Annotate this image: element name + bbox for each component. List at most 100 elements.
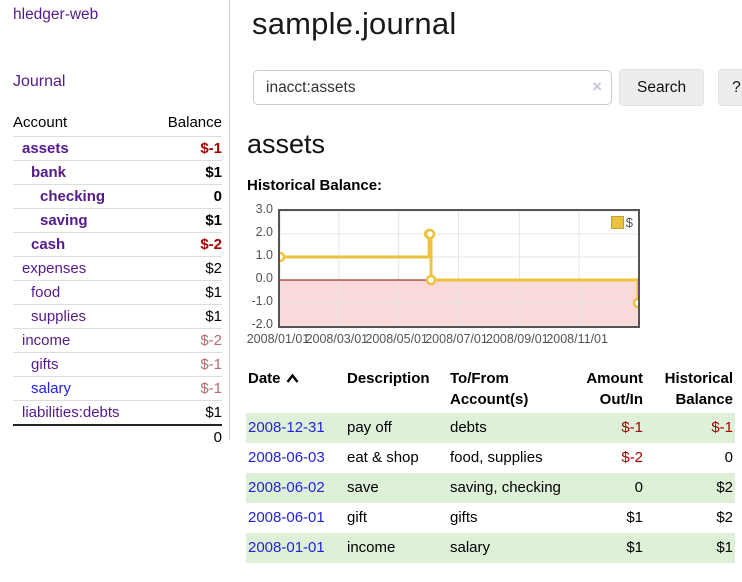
register-row: 2008-06-03 eat & shop food, supplies $-2 0 [246,443,735,473]
transaction-balance: $2 [716,479,733,496]
main-content: sample.journal × Search ? assets Histori… [246,0,742,563]
account-link[interactable]: saving [40,212,88,229]
sidebar: hledger-web Journal Account Balance asse… [0,0,230,449]
account-balance: $1 [151,304,222,329]
transaction-amount: $1 [626,509,643,526]
search-button[interactable]: Search [619,69,705,106]
accounts-total-value: 0 [151,424,222,449]
accounts-header-row: Account Balance [13,112,222,137]
register-row: 2008-01-01 income salary $1 $1 [246,533,735,563]
x-axis-tick-label: 2008/09/01 [486,332,549,346]
transaction-description: save [347,479,379,496]
account-row: cash $-2 [13,232,222,257]
register-header-amount: Amount Out/In [586,370,643,408]
register-header-row: Date Description To/From Account(s) Amou… [246,365,735,413]
y-axis-tick-label: 2.0 [255,225,273,239]
transaction-balance: 0 [724,449,733,466]
clear-search-icon[interactable]: × [592,77,602,96]
account-balance: $-1 [151,352,222,377]
journal-link[interactable]: Journal [13,73,66,90]
legend-swatch [610,216,624,229]
transaction-description: eat & shop [347,449,419,466]
balance-chart: $ 3.0 2.0 1.0 0.0 -1.0 -2.0 2008/01/01 2008/03… [246,202,738,348]
account-row: saving $1 [13,208,222,233]
register-table: Date Description To/From Account(s) Amou… [246,365,735,563]
transaction-accounts: debts [450,419,487,436]
transaction-date-link[interactable]: 2008-01-01 [248,539,325,556]
account-row: assets $-1 [13,136,222,161]
transaction-amount: $-1 [621,419,643,436]
page-title: sample.journal [252,6,457,41]
y-axis-tick-label: 0.0 [255,271,273,285]
transaction-date-link[interactable]: 2008-06-03 [248,449,325,466]
account-balance: 0 [151,184,222,209]
transaction-description: gift [347,509,368,526]
account-link[interactable]: assets [22,140,69,157]
transaction-amount: $1 [626,539,643,556]
transaction-accounts: food, supplies [450,449,543,466]
accounts-header-balance: Balance [167,114,222,131]
transaction-date-link[interactable]: 2008-06-02 [248,479,325,496]
search-input[interactable] [253,70,612,105]
account-balance: $2 [151,256,222,281]
transaction-accounts: gifts [450,509,478,526]
x-axis-tick-label: 2008/05/01 [365,332,428,346]
transaction-amount: $-2 [621,449,643,466]
account-balance: $-2 [151,232,222,257]
account-link[interactable]: income [22,332,71,349]
account-balance: $-1 [151,376,222,401]
account-link[interactable]: cash [31,236,66,253]
account-link[interactable]: expenses [22,260,87,277]
accounts-table: Account Balance assets $-1 bank $1 checking 0… [13,112,222,449]
account-row: checking 0 [13,184,222,209]
y-axis-tick-label: -1.0 [251,294,273,308]
register-row: 2008-12-31 pay off debts $-1 $-1 [246,413,735,443]
account-heading: assets [247,129,326,159]
help-button[interactable]: ? [718,69,742,106]
register-header-date: Date [246,365,345,413]
register-header-description: Description [347,370,430,387]
account-row: bank $1 [13,160,222,185]
x-axis-tick-label: 2008/07/01 [425,332,488,346]
transaction-date-link[interactable]: 2008-06-01 [248,509,325,526]
account-row: expenses $2 [13,256,222,281]
register-row: 2008-06-02 save saving, checking 0 $2 [246,473,735,503]
chart-legend: $ [609,215,634,230]
account-row: gifts $-1 [13,352,222,377]
account-row: salary $-1 [13,376,222,401]
y-axis-tick-label: 1.0 [255,248,273,262]
sort-ascending-icon [286,368,299,383]
x-axis-tick-label: 2008/01/01 [246,332,310,346]
chart-plot-area[interactable]: $ [278,209,640,328]
y-axis-tick-label: -2.0 [251,317,273,331]
register-row: 2008-06-01 gift gifts $1 $2 [246,503,735,533]
account-row: income $-2 [13,328,222,353]
chart-title: Historical Balance: [247,177,383,194]
accounts-total-row: 0 [13,424,222,449]
account-balance: $1 [151,160,222,185]
account-balance: $-1 [151,136,222,161]
app-title-link[interactable]: hledger-web [13,6,99,23]
account-link[interactable]: checking [40,188,106,205]
transaction-accounts: saving, checking [450,479,561,496]
account-link[interactable]: gifts [31,356,59,373]
account-row: liabilities:debts $1 [13,400,222,425]
account-link[interactable]: food [31,284,61,301]
transaction-amount: 0 [634,479,643,496]
account-link[interactable]: supplies [31,308,87,325]
transaction-balance: $-1 [711,419,733,436]
x-axis-tick-label: 2008/03/01 [305,332,369,346]
account-link[interactable]: liabilities:debts [22,404,120,421]
transaction-description: pay off [347,419,392,436]
register-header-balance: Historical Balance [664,370,733,408]
account-link[interactable]: salary [31,380,72,397]
accounts-header-account: Account [13,114,68,131]
transaction-date-link[interactable]: 2008-12-31 [248,419,325,436]
account-balance: $1 [151,400,222,425]
account-row: supplies $1 [13,304,222,329]
account-balance: $-2 [151,328,222,353]
transaction-description: income [347,539,396,556]
account-link[interactable]: bank [31,164,67,181]
transaction-balance: $1 [716,539,733,556]
register-header-accounts: To/From Account(s) [450,370,529,408]
